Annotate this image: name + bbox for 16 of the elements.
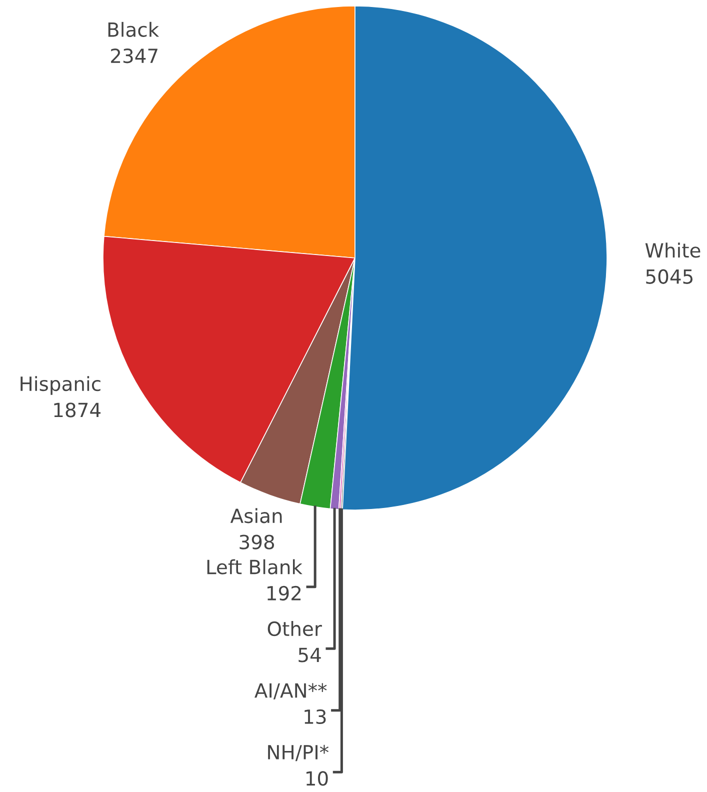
slice-label: Other [268, 621, 322, 636]
slice-label: Left Blank [207, 559, 302, 574]
slice-label: NH/PI* [268, 744, 329, 762]
data-label: 10 [306, 771, 328, 786]
slice-label: Hispanic [20, 376, 100, 395]
slice-label: White [645, 242, 700, 258]
data-label: 54 [298, 648, 321, 662]
slice-label: Black [108, 22, 160, 37]
data-label: 192 [268, 586, 301, 601]
slice-label: Asian [230, 508, 282, 524]
data-label: 2347 [111, 48, 158, 64]
slice-label: AI/AN** [254, 683, 327, 700]
data-label: 398 [240, 534, 274, 550]
data-label: 1874 [54, 402, 100, 418]
data-label: 5045 [646, 269, 692, 284]
data-label: 13 [304, 709, 326, 724]
